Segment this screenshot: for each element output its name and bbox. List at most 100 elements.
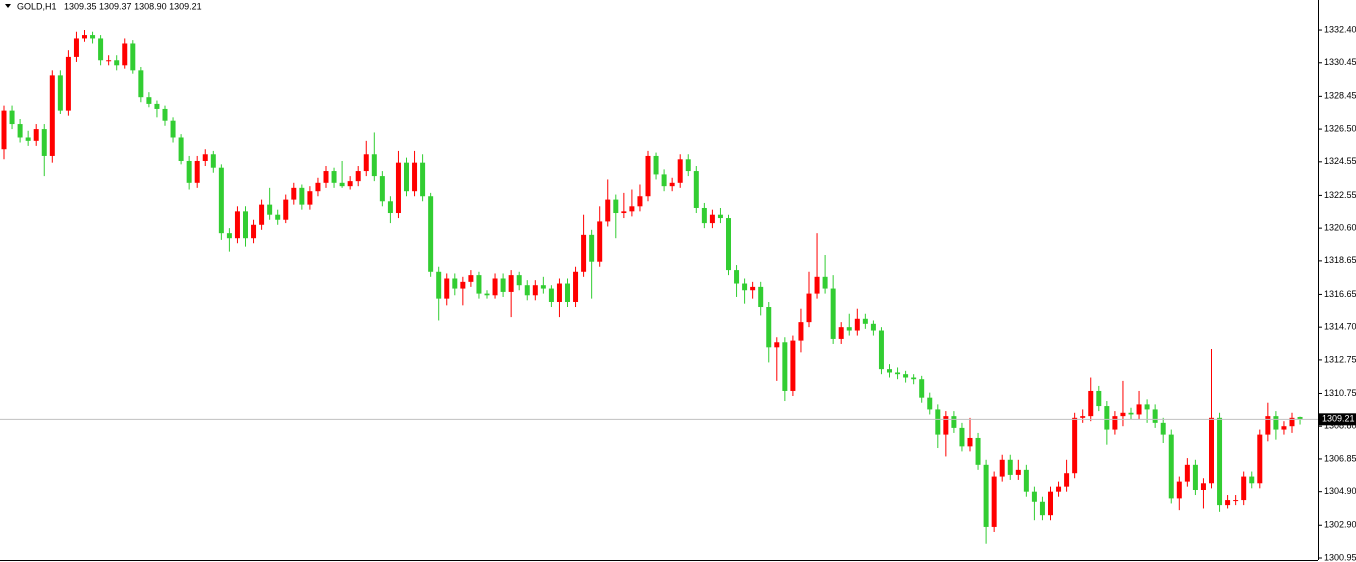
candle-body — [806, 293, 812, 323]
candle-body — [379, 176, 385, 202]
candle-body — [194, 160, 200, 183]
candle-body — [41, 129, 47, 156]
candle-body — [734, 270, 740, 284]
candle-body — [404, 162, 409, 192]
candle-body — [887, 369, 892, 373]
candle-body — [1144, 404, 1150, 410]
candle-body — [750, 286, 756, 291]
candle-body — [218, 167, 224, 234]
candle-body — [701, 207, 707, 224]
candle-body — [758, 286, 764, 308]
candle-body — [1241, 476, 1247, 501]
candle-body — [742, 283, 748, 291]
candle-body — [532, 285, 538, 296]
y-tick-label: 1300.95 — [1324, 552, 1356, 562]
candle-body — [589, 234, 595, 262]
candle-body — [331, 171, 337, 183]
menu-arrow — [5, 4, 11, 8]
candle-body — [782, 342, 788, 391]
candle-body — [693, 171, 699, 208]
candle-body — [943, 416, 949, 435]
price-label-box — [1319, 413, 1356, 426]
candle-body — [685, 159, 691, 172]
candle-body — [1160, 422, 1166, 435]
candle-body — [895, 372, 901, 375]
y-tick-label: 1322.55 — [1324, 190, 1356, 200]
candle-body — [1184, 464, 1190, 482]
candle-body — [162, 108, 168, 121]
candle-body — [975, 437, 981, 465]
candle-body — [951, 416, 957, 428]
candle-body — [1265, 416, 1271, 435]
y-tick-label: 1326.50 — [1324, 123, 1356, 133]
candle-body — [870, 323, 876, 331]
candle-body — [202, 154, 208, 161]
candle-body — [420, 162, 426, 197]
candle-body — [355, 171, 361, 182]
candle-body — [613, 199, 619, 214]
candle-body — [677, 159, 683, 183]
candle-body — [186, 160, 192, 183]
candle-body — [1136, 404, 1142, 415]
candle-body — [468, 275, 474, 282]
candle-body — [911, 377, 917, 380]
candle-body — [967, 437, 973, 447]
candle-body — [1281, 426, 1287, 430]
candle-body — [1031, 491, 1037, 502]
candle-body — [581, 234, 587, 272]
candle-body — [935, 409, 941, 435]
candle-body — [17, 124, 23, 138]
candle-body — [846, 327, 852, 331]
y-tick-label: 1308.80 — [1324, 421, 1356, 431]
candle-body — [1080, 416, 1086, 418]
candle-body — [1217, 417, 1223, 506]
candle-body — [210, 154, 216, 168]
candle-body — [573, 271, 579, 302]
candle-body — [1007, 459, 1013, 475]
candle-body — [983, 464, 989, 527]
candle-body — [919, 379, 925, 398]
candle-body — [959, 427, 965, 447]
y-tick-label: 1318.65 — [1324, 255, 1356, 265]
candle-body — [822, 276, 828, 289]
candle-body — [299, 187, 305, 205]
candle-body — [73, 38, 79, 57]
candle-body — [1249, 476, 1255, 484]
candle-body — [307, 191, 313, 205]
candle-body — [661, 174, 667, 187]
candle-body — [1112, 416, 1118, 430]
candle-body — [234, 211, 240, 239]
candle-body — [154, 103, 160, 109]
candle-body — [460, 281, 466, 289]
candle-body — [854, 318, 860, 331]
y-tick-label: 1312.75 — [1324, 354, 1356, 364]
candle-body — [669, 182, 675, 187]
candle-body — [1015, 469, 1021, 475]
candle-body — [790, 340, 796, 391]
candle-body — [363, 154, 369, 172]
y-tick-label: 1304.90 — [1324, 486, 1356, 496]
candle-body — [371, 154, 377, 177]
candle-body — [484, 293, 490, 296]
candle-body — [878, 330, 884, 370]
candle-body — [347, 181, 353, 187]
y-tick-label: 1328.45 — [1324, 91, 1356, 101]
candle-body — [556, 283, 562, 302]
candle-body — [25, 137, 31, 141]
candle-body — [170, 120, 176, 138]
candle-body — [1168, 434, 1174, 499]
candle-body — [605, 199, 611, 222]
candle-body — [774, 342, 780, 348]
candle-body — [1257, 434, 1263, 484]
candle-body — [717, 214, 723, 219]
candle-body — [226, 233, 232, 239]
candle-body — [98, 38, 104, 61]
candle-body — [1104, 406, 1110, 430]
candle-body — [122, 43, 128, 66]
candle-body — [1273, 416, 1279, 430]
candle-body — [146, 97, 152, 104]
candle-body — [1096, 390, 1102, 407]
candle-body — [629, 206, 635, 212]
candle-body — [999, 459, 1005, 477]
